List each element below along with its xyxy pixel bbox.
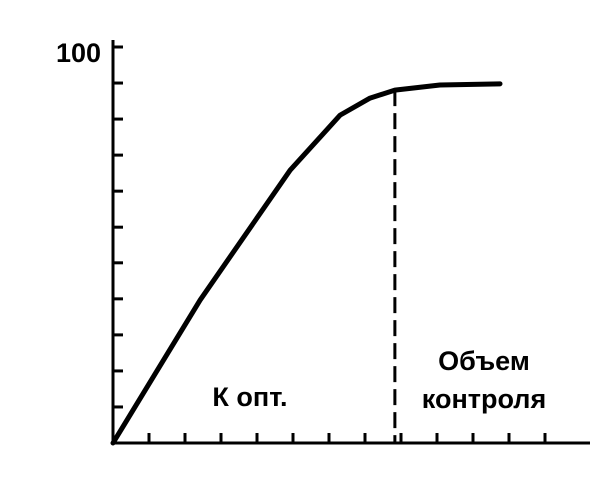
y-tick-label: 100 (56, 38, 101, 68)
line (110, 81, 503, 446)
annotation: Объем (438, 346, 530, 376)
annotation: К опт. (212, 382, 287, 412)
annotation: контроля (422, 384, 546, 414)
